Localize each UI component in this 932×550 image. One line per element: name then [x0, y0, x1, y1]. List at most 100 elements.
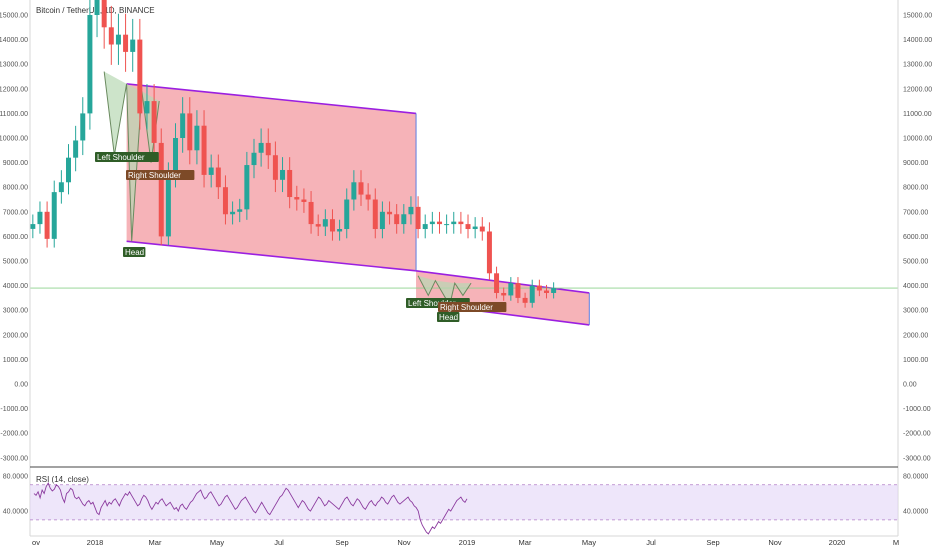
rsi-tick-right: 80.0000 — [903, 474, 928, 481]
candle-body — [301, 199, 307, 202]
candle-body — [123, 34, 129, 52]
y-tick-label-right: 7000.00 — [903, 209, 928, 216]
candle-body — [337, 229, 343, 232]
candle-body — [501, 292, 507, 296]
candle-body — [194, 125, 200, 151]
y-tick-label-right: 11000.00 — [903, 111, 932, 118]
pattern-label-left-shoulder: Left Shoulder — [97, 153, 145, 162]
y-tick-label-right: -3000.00 — [903, 455, 931, 462]
x-tick-label: 2018 — [87, 538, 104, 547]
candle-body — [115, 34, 121, 45]
y-tick-label-right: 12000.00 — [903, 86, 932, 93]
channel-upper-line — [415, 270, 590, 294]
x-tick-label: 2020 — [829, 538, 846, 547]
y-tick-label-left: 2000.00 — [3, 332, 28, 339]
candle-body — [66, 157, 71, 183]
candle-body — [258, 142, 264, 153]
candle-body — [365, 194, 371, 200]
y-tick-label-left: 5000.00 — [3, 259, 28, 266]
candle-body — [465, 224, 471, 230]
pattern-label-right-shoulder-2: Right Shoulder — [440, 303, 493, 312]
time-axis[interactable]: ov 2018 Mar May Jul Sep Nov 2019 Mar May Jul Sep Nov… — [32, 538, 899, 547]
rsi-line — [33, 481, 468, 535]
pattern-segment — [104, 71, 127, 156]
rsi-tick-right: 40.0000 — [903, 509, 928, 516]
rsi-axis[interactable]: 80.0000 80.0000 40.0000 40.0000 — [3, 474, 929, 516]
x-tick-label: ov — [32, 538, 40, 547]
y-tick-label-left: 11000.00 — [0, 111, 28, 118]
pattern-label-right-shoulder: Right Shoulder — [128, 171, 181, 180]
candle-body — [379, 211, 385, 230]
candle-body — [486, 231, 492, 274]
y-tick-label-left: -1000.00 — [0, 406, 28, 413]
y-tick-label-left: 0.00 — [14, 382, 28, 389]
candle-body — [529, 285, 535, 303]
y-tick-label-right: 14000.00 — [903, 37, 932, 44]
y-tick-label-left: 12000.00 — [0, 86, 28, 93]
rsi-title: RSI (14, close) — [36, 475, 89, 484]
candle-body — [187, 113, 193, 151]
x-tick-label: May — [582, 538, 596, 547]
y-tick-label-left: 1000.00 — [3, 357, 28, 364]
candle-body — [494, 273, 500, 293]
candle-body — [73, 140, 79, 158]
candle-body — [272, 155, 278, 180]
candle-body — [94, 0, 100, 15]
candle-body — [265, 142, 271, 156]
candle-body — [344, 199, 350, 230]
y-tick-label-right: 5000.00 — [903, 259, 928, 266]
y-tick-label-right: 0.00 — [903, 382, 917, 389]
y-tick-label-right: 4000.00 — [903, 283, 928, 290]
candle-body — [37, 211, 43, 225]
candle-body — [280, 169, 286, 180]
candle-body — [87, 15, 93, 114]
y-tick-label-left: 15000.00 — [0, 13, 28, 20]
candle-body — [394, 214, 400, 225]
candle-body — [287, 169, 293, 198]
price-axis-left[interactable]: 15000.00 14000.00 13000.00 12000.00 11000.00… — [0, 13, 28, 463]
candle-body — [436, 221, 442, 225]
x-tick-label: M — [893, 538, 899, 547]
y-tick-label-left: -3000.00 — [0, 455, 28, 462]
candle-body — [415, 206, 421, 230]
y-tick-label-left: 7000.00 — [3, 209, 28, 216]
candle-body — [51, 192, 57, 239]
y-tick-label-right: 3000.00 — [903, 308, 928, 315]
price-axis-right[interactable]: 15000.00 14000.00 13000.00 12000.00 11000.00… — [903, 13, 932, 463]
y-tick-label-right: -1000.00 — [903, 406, 931, 413]
candle-body — [101, 0, 107, 28]
candle-body — [472, 226, 478, 230]
candle-body — [479, 226, 485, 232]
candle-body — [372, 199, 378, 230]
candle-body — [215, 167, 221, 188]
channel-upper-line — [126, 83, 417, 115]
candle-body — [329, 219, 335, 232]
y-tick-label-left: 6000.00 — [3, 234, 28, 241]
candle-body — [108, 27, 114, 45]
candle-body — [294, 197, 300, 200]
channel-lower-line — [126, 240, 417, 272]
candle-body — [173, 138, 179, 175]
y-tick-label-left: 13000.00 — [0, 62, 28, 69]
candle-body — [201, 125, 207, 175]
candle-body — [80, 113, 86, 141]
candle-body — [180, 113, 186, 138]
candle-body — [130, 39, 136, 52]
y-tick-label-left: 3000.00 — [3, 308, 28, 315]
candle-body — [458, 221, 464, 225]
pattern-label-left-shoulder-bg — [95, 152, 159, 162]
x-tick-label: Mar — [519, 538, 532, 547]
candle-body — [137, 39, 143, 114]
x-tick-label: Jul — [646, 538, 656, 547]
x-tick-label: Jul — [274, 538, 284, 547]
y-tick-label-right: 1000.00 — [903, 357, 928, 364]
y-tick-label-right: 9000.00 — [903, 160, 928, 167]
x-tick-label: Nov — [768, 538, 782, 547]
candle-body — [222, 187, 228, 215]
candle-body — [522, 297, 528, 303]
candle-body — [543, 290, 549, 293]
candle-body — [451, 221, 457, 225]
y-tick-label-left: 14000.00 — [0, 37, 28, 44]
x-tick-label: Mar — [149, 538, 162, 547]
